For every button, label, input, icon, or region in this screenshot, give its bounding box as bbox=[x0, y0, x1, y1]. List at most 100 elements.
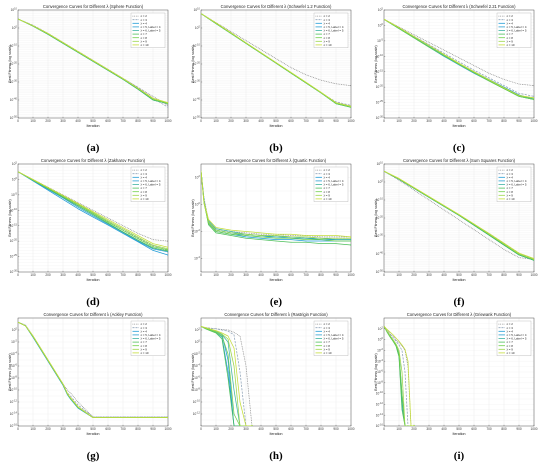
legend-label: λ = 4 bbox=[324, 175, 331, 179]
y-tick-label: 100 bbox=[378, 180, 384, 185]
legend-label: λ = 4 bbox=[507, 175, 514, 179]
series-end-marker bbox=[533, 84, 534, 87]
x-tick-label: 600 bbox=[471, 273, 477, 277]
series-group bbox=[384, 325, 415, 426]
series-end-marker bbox=[350, 238, 351, 241]
y-axis-label: Best Fitness (log scale) bbox=[8, 199, 12, 236]
series-group bbox=[18, 18, 168, 108]
series-end-marker bbox=[167, 106, 168, 108]
x-tick-label: 100 bbox=[30, 273, 36, 277]
series-line-9 bbox=[201, 170, 351, 238]
x-tick-label: 700 bbox=[303, 427, 309, 431]
y-tick-label: 10-20 bbox=[10, 62, 18, 67]
y-tick-label: 105 bbox=[378, 8, 384, 13]
x-tick-label: 400 bbox=[258, 119, 264, 123]
series-line-7 bbox=[384, 18, 534, 100]
y-tick-label: 10-30 bbox=[10, 80, 18, 85]
y-axis-label: Best Fitness (log scale) bbox=[374, 199, 378, 236]
y-tick-label: 10-10 bbox=[193, 400, 201, 405]
y-axis-label: Best Fitness (log scale) bbox=[374, 45, 378, 82]
y-tick-label: 10-40 bbox=[10, 98, 18, 103]
x-tick-label: 700 bbox=[486, 119, 492, 123]
x-tick-label: 300 bbox=[60, 119, 66, 123]
series-line-1 bbox=[384, 18, 534, 86]
legend-label: λ = 3 bbox=[324, 18, 331, 22]
y-tick-label: 10-4 bbox=[194, 256, 200, 261]
x-axis-label: Iteration bbox=[270, 278, 283, 282]
series-end-marker bbox=[533, 257, 534, 260]
y-axis-label: Best Fitness (log scale) bbox=[8, 45, 12, 82]
x-tick-label: 900 bbox=[150, 119, 156, 123]
legend-label: λ = 5, Label = 4 bbox=[141, 179, 161, 183]
legend-label: λ = 10 bbox=[324, 351, 332, 355]
x-tick-label: 700 bbox=[486, 273, 492, 277]
x-tick-label: 200 bbox=[411, 119, 417, 123]
x-tick-label: 900 bbox=[333, 427, 339, 431]
series-line-9 bbox=[201, 326, 252, 426]
x-tick-label: 500 bbox=[273, 119, 279, 123]
legend-label: λ = 2 bbox=[141, 168, 148, 172]
chart-panel-h: Convergence Curves for Different λ (Rast… bbox=[191, 312, 355, 462]
x-tick-label: 800 bbox=[318, 273, 324, 277]
x-tick-label: 700 bbox=[303, 119, 309, 123]
legend-label: λ = 7 bbox=[324, 32, 331, 36]
chart-title: Convergence Curves for Different λ (Ackl… bbox=[43, 312, 143, 317]
x-tick-label: 400 bbox=[258, 427, 264, 431]
legend-label: λ = 10 bbox=[507, 351, 515, 355]
x-tick-label: 400 bbox=[75, 427, 81, 431]
y-tick-label: 10-15 bbox=[376, 69, 384, 74]
y-tick-label: 10-50 bbox=[193, 116, 201, 121]
series-line-6 bbox=[18, 171, 168, 252]
legend-label: λ = 6, Label = 5 bbox=[324, 29, 344, 33]
x-tick-label: 0 bbox=[200, 119, 202, 123]
y-axis-label: Best Fitness (log scale) bbox=[191, 353, 195, 390]
series-line-3 bbox=[18, 171, 168, 256]
x-tick-label: 500 bbox=[273, 427, 279, 431]
series-end-marker bbox=[350, 236, 351, 238]
x-tick-label: 800 bbox=[135, 273, 141, 277]
y-tick-label: 10-50 bbox=[376, 270, 384, 275]
chart-panel-c: Convergence Curves for Different λ (Schw… bbox=[374, 4, 538, 154]
chart-title: Convergence Curves for Different λ (Sum … bbox=[403, 158, 516, 163]
legend-label: λ = 2 bbox=[507, 168, 514, 172]
x-tick-label: 300 bbox=[60, 427, 66, 431]
x-tick-label: 600 bbox=[288, 427, 294, 431]
x-tick-label: 500 bbox=[456, 273, 462, 277]
y-tick-label: 10-14 bbox=[376, 413, 384, 418]
series-line-9 bbox=[18, 18, 168, 104]
legend-label: λ = 6, Label = 5 bbox=[141, 183, 161, 187]
legend-label: λ = 3 bbox=[507, 18, 514, 22]
legend: λ = 2λ = 3λ = 4λ = 5, Label = 4λ = 6, La… bbox=[313, 166, 349, 202]
series-end-marker bbox=[350, 105, 351, 107]
panel-caption: (h) bbox=[269, 450, 283, 462]
x-tick-label: 600 bbox=[471, 119, 477, 123]
x-tick-label: 100 bbox=[213, 273, 219, 277]
x-tick-label: 1000 bbox=[530, 273, 537, 277]
legend-label: λ = 2 bbox=[507, 14, 514, 18]
series-end-marker bbox=[533, 98, 534, 101]
legend: λ = 2λ = 3λ = 4λ = 5, Label = 4λ = 6, La… bbox=[130, 166, 166, 202]
x-tick-label: 300 bbox=[243, 119, 249, 123]
y-tick-label: 10-8 bbox=[194, 388, 200, 393]
series-line-9 bbox=[201, 13, 351, 107]
series-group bbox=[201, 326, 253, 426]
series-line-9 bbox=[18, 171, 168, 248]
y-tick-label: 102 bbox=[195, 175, 201, 180]
chart-panel-d: Convergence Curves for Different λ (Zakh… bbox=[8, 158, 172, 308]
legend-label: λ = 6, Label = 5 bbox=[507, 29, 527, 33]
panel-caption: (f) bbox=[454, 296, 465, 308]
series-line-9 bbox=[384, 18, 534, 99]
chart-title: Convergence Curves for Different λ (Grie… bbox=[407, 312, 512, 317]
y-tick-label: 10-20 bbox=[376, 85, 384, 90]
x-tick-label: 100 bbox=[396, 273, 402, 277]
y-axis-label: Best Fitness (log scale) bbox=[191, 45, 195, 82]
x-axis-label: Iteration bbox=[453, 278, 466, 282]
legend-label: λ = 9 bbox=[507, 39, 514, 43]
legend-label: λ = 7 bbox=[324, 340, 331, 344]
chart-title: Convergence Curves for Different λ (Sphe… bbox=[43, 4, 144, 9]
legend-label: λ = 8 bbox=[141, 36, 148, 40]
y-tick-label: 10-25 bbox=[376, 100, 384, 105]
y-tick-label: 10-30 bbox=[193, 80, 201, 85]
y-tick-label: 10-10 bbox=[10, 44, 18, 49]
series-line-1 bbox=[201, 170, 351, 238]
